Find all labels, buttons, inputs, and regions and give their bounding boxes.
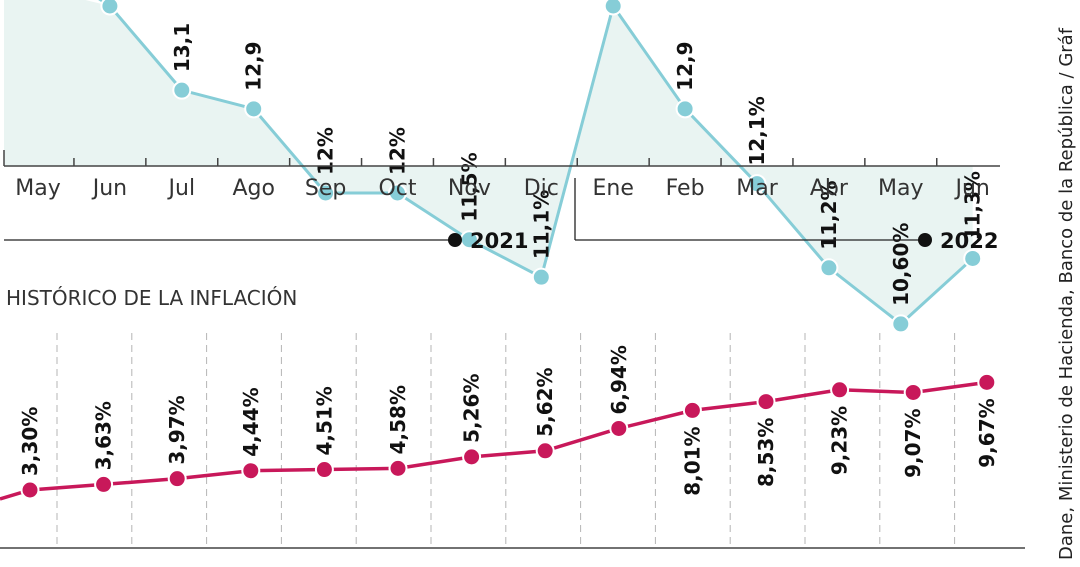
data-point [891,314,911,334]
data-point [388,458,408,478]
value-label: 12,1% [745,96,769,165]
data-point [20,480,40,500]
value-label: 13,1 [170,23,194,72]
year-brackets: 2021 2022 [4,178,998,253]
data-point [682,400,702,420]
month-label: Oct [378,176,416,201]
data-point [609,418,629,438]
value-label: 11,3% [961,171,985,240]
year-2022-dot [918,233,932,247]
value-label: 9,23% [828,406,852,475]
month-label: Jun [91,176,127,201]
data-point [462,447,482,467]
value-label: 12% [386,127,410,175]
month-label: Abr [810,176,849,201]
value-label: 11,1% [529,190,553,259]
value-label: 10,60% [889,223,913,306]
data-point [172,80,192,100]
year-2021-dot [448,233,462,247]
data-point [603,0,623,16]
year-2022-label: 2022 [940,229,998,253]
source-note: Dane, Ministerio de Hacienda, Banco de l… [1056,27,1077,560]
month-label: Feb [666,176,705,201]
data-point [747,174,767,194]
inflation-history-chart: 3,30% 3,63% 3,97% 4,44% 4,51% 4,58% 5,26% 5,62%… [0,333,1025,549]
data-point [903,382,923,402]
value-label: 12% [314,127,338,175]
value-label: 5,62% [533,367,557,436]
data-point [388,183,407,203]
month-label: Sep [305,176,346,201]
data-point [535,441,555,461]
value-label: 8,53% [754,418,778,487]
data-point [94,474,114,494]
data-point [314,460,334,480]
data-point [819,258,839,278]
data-point [830,380,850,400]
data-point [963,248,983,268]
data-point [167,469,187,489]
value-label: 4,44% [239,387,263,456]
value-label: 4,51% [312,386,336,455]
series-line [98,0,974,326]
month-label: Jul [167,176,196,201]
value-label: 12,9 [242,41,266,90]
month-label: Jun [954,176,990,201]
area-fill [4,0,973,324]
data-point [675,99,695,119]
section-title: HISTÓRICO DE LA INFLACIÓN [6,286,297,310]
year-2021-label: 2021 [470,229,528,253]
data-point [100,0,120,16]
data-point [531,267,551,287]
month-label: Mar [736,176,778,201]
data-point [316,183,336,203]
value-label: 11,2% [817,180,841,249]
month-label: May [878,176,923,201]
value-label: 12,9 [673,41,697,90]
month-label: Nov [448,176,491,201]
interest-rate-chart: 13,1 12,9 12% 12% 11,5% 11,1% 12,9 12,1% 11,2% 10… [4,0,985,334]
value-label: 3,30% [18,407,42,476]
month-label: May [15,176,60,201]
month-axis: May Jun Jul Ago Sep Oct Nov Dic Ene Feb Mar Abr May J… [3,150,1000,201]
data-point [244,99,264,119]
value-label: 8,01% [680,426,704,495]
month-label: Dic [524,176,559,201]
value-label: 5,26% [460,373,484,442]
data-point [756,392,776,412]
value-label: 9,07% [901,408,925,477]
value-label: 11,5% [457,152,481,221]
data-point [977,372,997,392]
month-label: Ene [593,176,634,201]
value-label: 9,67% [975,398,999,467]
value-label: 3,63% [92,401,116,470]
month-label: Ago [232,176,274,201]
value-label: 3,97% [165,395,189,464]
value-label: 4,58% [386,385,410,454]
data-point [241,461,261,481]
value-label: 6,94% [607,345,631,414]
